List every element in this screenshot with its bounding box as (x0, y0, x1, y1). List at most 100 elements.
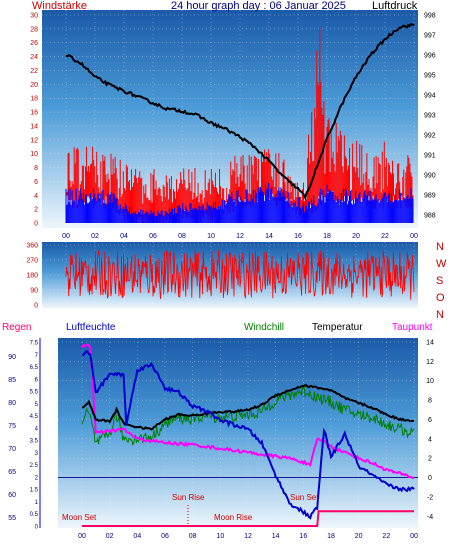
annotation-sun-set: Sun Set (290, 493, 319, 502)
time-tick-label: 00 (410, 233, 418, 240)
direction-tick-label: 90 (30, 288, 38, 295)
time-tick-label: 08 (178, 233, 186, 240)
time-tick-label: 04 (120, 233, 128, 240)
pressure-tick-label: 992 (424, 133, 436, 140)
time-tick-label: 16 (294, 233, 302, 240)
legend-temperature: Temperatur (312, 322, 363, 333)
time-tick-label: 08 (189, 533, 197, 540)
temp-tick-label: 4 (428, 436, 432, 443)
legend-humidity: Luftfeuchte (66, 322, 116, 333)
pressure-tick-label: 997 (424, 33, 436, 40)
pressure-tick-label: 991 (424, 153, 436, 160)
wind-tick-label: 4 (34, 193, 38, 200)
wind-axis-title: Windstärke (32, 0, 87, 12)
wind-tick-label: 28 (30, 26, 38, 33)
legend-rain: Regen (2, 322, 31, 333)
pressure-tick-label: 990 (424, 173, 436, 180)
time-tick-label: 12 (244, 533, 252, 540)
wind-tick-label: 14 (30, 123, 38, 130)
temperature-line (82, 384, 414, 431)
time-tick-label: 10 (216, 533, 224, 540)
temp-tick-label: 8 (428, 398, 432, 405)
compass-label: N (436, 241, 444, 253)
wind-avg-bars (65, 182, 414, 223)
time-tick-label: 10 (207, 233, 215, 240)
rain-tick-label: 2 (35, 475, 39, 481)
direction-tick-label: 180 (26, 273, 38, 280)
windchill-line (81, 385, 415, 446)
rain-tick-label: 3 (35, 451, 39, 457)
time-tick-label: 22 (382, 533, 390, 540)
compass-label: O (436, 292, 445, 304)
wind-tick-label: 18 (30, 96, 38, 103)
annotation-sun-rise: Sun Rise (172, 493, 205, 502)
time-tick-label: 22 (381, 233, 389, 240)
rain-tick-label: 1.5 (30, 488, 39, 494)
wind-direction-line (65, 249, 415, 300)
wind-tick-label: 10 (30, 151, 38, 158)
time-tick-label: 14 (272, 533, 280, 540)
wind-tick-label: 22 (30, 68, 38, 75)
rain-tick-label: 4.5 (30, 414, 39, 420)
direction-tick-label: 0 (34, 303, 38, 310)
rain-tick-label: 4 (35, 426, 39, 432)
annotation-moon-set: Moon Set (62, 513, 97, 522)
temp-tick-label: 2 (428, 456, 432, 463)
time-tick-label: 02 (106, 533, 114, 540)
pressure-tick-label: 993 (424, 113, 436, 120)
humidity-tick-label: 85 (8, 377, 16, 384)
temp-tick-label: 12 (426, 359, 434, 366)
time-tick-label: 12 (236, 233, 244, 240)
rain-tick-label: 5 (35, 402, 39, 408)
time-tick-label: 18 (323, 233, 331, 240)
humidity-tick-label: 70 (8, 446, 16, 453)
wind-tick-label: 12 (30, 137, 38, 144)
direction-tick-label: 270 (26, 258, 38, 265)
temp-tick-label: -4 (427, 514, 433, 521)
wind-tick-label: 24 (30, 54, 38, 61)
humidity-tick-label: 90 (8, 354, 16, 361)
pressure-tick-label: 988 (424, 213, 436, 220)
legend-windchill: Windchill (244, 322, 284, 333)
wind-tick-label: 6 (34, 179, 38, 186)
humidity-tick-label: 65 (8, 469, 16, 476)
time-tick-label: 02 (91, 233, 99, 240)
rain-tick-label: 2.5 (30, 463, 39, 469)
series-layer (65, 22, 415, 527)
temp-tick-label: 6 (428, 417, 432, 424)
dewpoint-line (81, 343, 415, 479)
wind-tick-label: 26 (30, 40, 38, 47)
temp-panel-bg (58, 338, 418, 528)
time-tick-label: 04 (133, 533, 141, 540)
time-tick-label: 16 (299, 533, 307, 540)
pressure-tick-label: 995 (424, 73, 436, 80)
annotation-moon-rise: Moon Rise (214, 513, 253, 522)
temp-tick-label: 0 (428, 475, 432, 482)
time-tick-label: 14 (265, 233, 273, 240)
time-tick-label: 20 (355, 533, 363, 540)
rain-line (82, 510, 414, 527)
rain-tick-label: 6.5 (30, 365, 39, 371)
rain-tick-label: 7.5 (30, 341, 39, 347)
legend-dewpoint: Taupunkt (392, 322, 433, 333)
pressure-axis-title: Luftdruck (372, 0, 418, 12)
time-tick-label: 00 (78, 533, 86, 540)
humidity-tick-label: 55 (8, 515, 16, 522)
rain-tick-label: 1 (35, 500, 39, 506)
time-tick-label: 18 (327, 533, 335, 540)
wind-tick-label: 20 (30, 82, 38, 89)
compass-label: S (436, 275, 443, 287)
compass-label: N (436, 309, 444, 321)
time-tick-label: 00 (410, 533, 418, 540)
pressure-tick-label: 996 (424, 53, 436, 60)
humidity-tick-label: 80 (8, 400, 16, 407)
wind-tick-label: 8 (34, 165, 38, 172)
rain-tick-label: 7 (35, 353, 39, 359)
wind-tick-label: 0 (34, 221, 38, 228)
chart-title: 24 hour graph day : 06 Januar 2025 (171, 0, 346, 12)
humidity-tick-label: 60 (8, 492, 16, 499)
humidity-line (82, 350, 415, 520)
time-tick-label: 00 (62, 233, 70, 240)
temp-tick-label: -2 (427, 494, 433, 501)
